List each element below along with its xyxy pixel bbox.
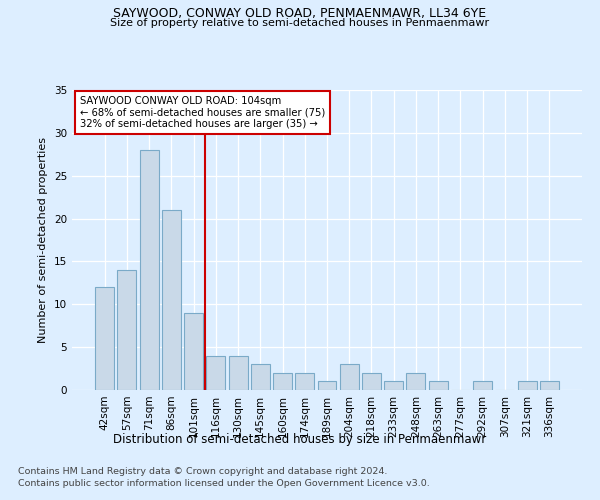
Bar [206, 356, 225, 390]
Bar [317, 382, 337, 390]
Y-axis label: Number of semi-detached properties: Number of semi-detached properties [38, 137, 49, 343]
Text: SAYWOOD, CONWAY OLD ROAD, PENMAENMAWR, LL34 6YE: SAYWOOD, CONWAY OLD ROAD, PENMAENMAWR, L… [113, 8, 487, 20]
Bar [540, 382, 559, 390]
Bar [118, 270, 136, 390]
Bar [295, 373, 314, 390]
Bar [229, 356, 248, 390]
Bar [95, 287, 114, 390]
Text: Contains HM Land Registry data © Crown copyright and database right 2024.: Contains HM Land Registry data © Crown c… [18, 468, 388, 476]
Bar [384, 382, 403, 390]
Bar [473, 382, 492, 390]
Bar [162, 210, 181, 390]
Bar [251, 364, 270, 390]
Text: SAYWOOD CONWAY OLD ROAD: 104sqm
← 68% of semi-detached houses are smaller (75)
3: SAYWOOD CONWAY OLD ROAD: 104sqm ← 68% of… [80, 96, 325, 129]
Bar [429, 382, 448, 390]
Bar [340, 364, 359, 390]
Bar [273, 373, 292, 390]
Text: Size of property relative to semi-detached houses in Penmaenmawr: Size of property relative to semi-detach… [110, 18, 490, 28]
Bar [406, 373, 425, 390]
Bar [518, 382, 536, 390]
Bar [362, 373, 381, 390]
Bar [140, 150, 158, 390]
Text: Distribution of semi-detached houses by size in Penmaenmawr: Distribution of semi-detached houses by … [113, 432, 487, 446]
Text: Contains public sector information licensed under the Open Government Licence v3: Contains public sector information licen… [18, 479, 430, 488]
Bar [184, 313, 203, 390]
